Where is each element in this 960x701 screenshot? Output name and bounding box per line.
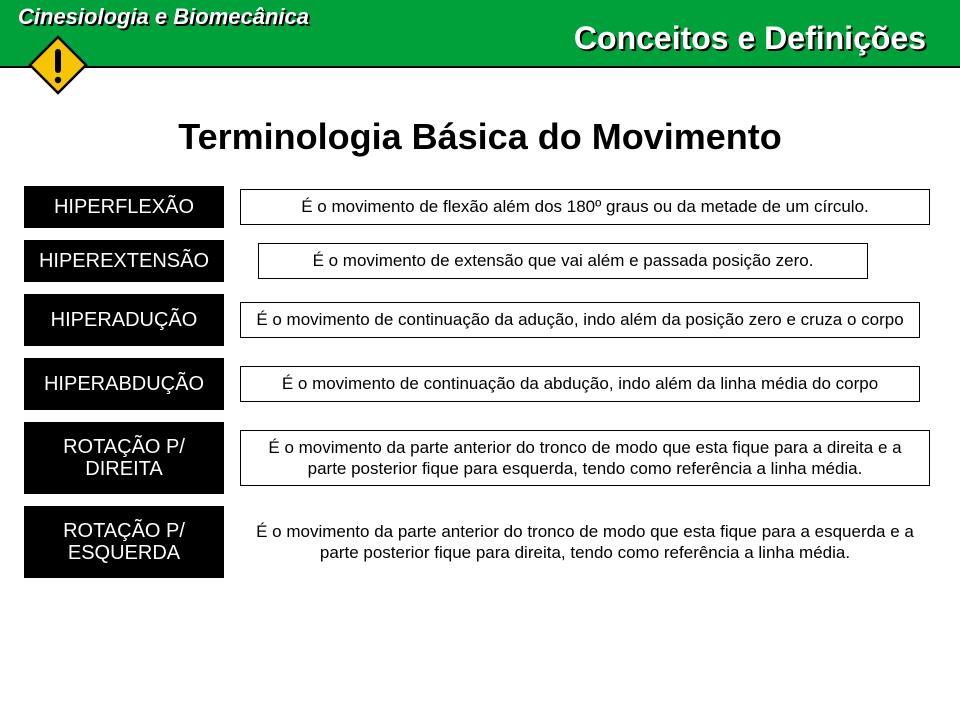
term-hiperflexao: HIPERFLEXÃO	[24, 186, 224, 228]
warning-icon	[28, 35, 88, 95]
definition-rotacao-esquerda: É o movimento da parte anterior do tronc…	[240, 515, 930, 570]
definition-hiperflexao: É o movimento de flexão além dos 180º gr…	[240, 189, 930, 224]
course-title: Cinesiologia e Biomecânica	[18, 4, 309, 30]
term-row: ROTAÇÃO P/ DIREITA É o movimento da part…	[24, 422, 936, 494]
definition-hiperaducao: É o movimento de continuação da adução, …	[240, 302, 920, 337]
term-hiperabducao: HIPERABDUÇÃO	[24, 358, 224, 410]
term-rotacao-esquerda: ROTAÇÃO P/ ESQUERDA	[24, 506, 224, 578]
term-row: HIPERABDUÇÃO É o movimento de continuaçã…	[24, 358, 936, 410]
header-underline	[0, 66, 960, 68]
term-row: HIPERADUÇÃO É o movimento de continuação…	[24, 294, 936, 346]
header-bar: Cinesiologia e Biomecânica Conceitos e D…	[0, 0, 960, 68]
term-hiperextensao: HIPEREXTENSÃO	[24, 240, 224, 282]
section-title: Conceitos e Definições	[574, 20, 926, 57]
terminology-rows: HIPERFLEXÃO É o movimento de flexão além…	[0, 186, 960, 578]
definition-rotacao-direita: É o movimento da parte anterior do tronc…	[240, 430, 930, 487]
definition-hiperabducao: É o movimento de continuação da abdução,…	[240, 366, 920, 401]
term-rotacao-direita: ROTAÇÃO P/ DIREITA	[24, 422, 224, 494]
term-row: HIPEREXTENSÃO É o movimento de extensão …	[24, 240, 936, 282]
definition-hiperextensao: É o movimento de extensão que vai além e…	[258, 243, 868, 278]
term-row: ROTAÇÃO P/ ESQUERDA É o movimento da par…	[24, 506, 936, 578]
term-row: HIPERFLEXÃO É o movimento de flexão além…	[24, 186, 936, 228]
page-title: Terminologia Básica do Movimento	[0, 116, 960, 158]
term-hiperaducao: HIPERADUÇÃO	[24, 294, 224, 346]
